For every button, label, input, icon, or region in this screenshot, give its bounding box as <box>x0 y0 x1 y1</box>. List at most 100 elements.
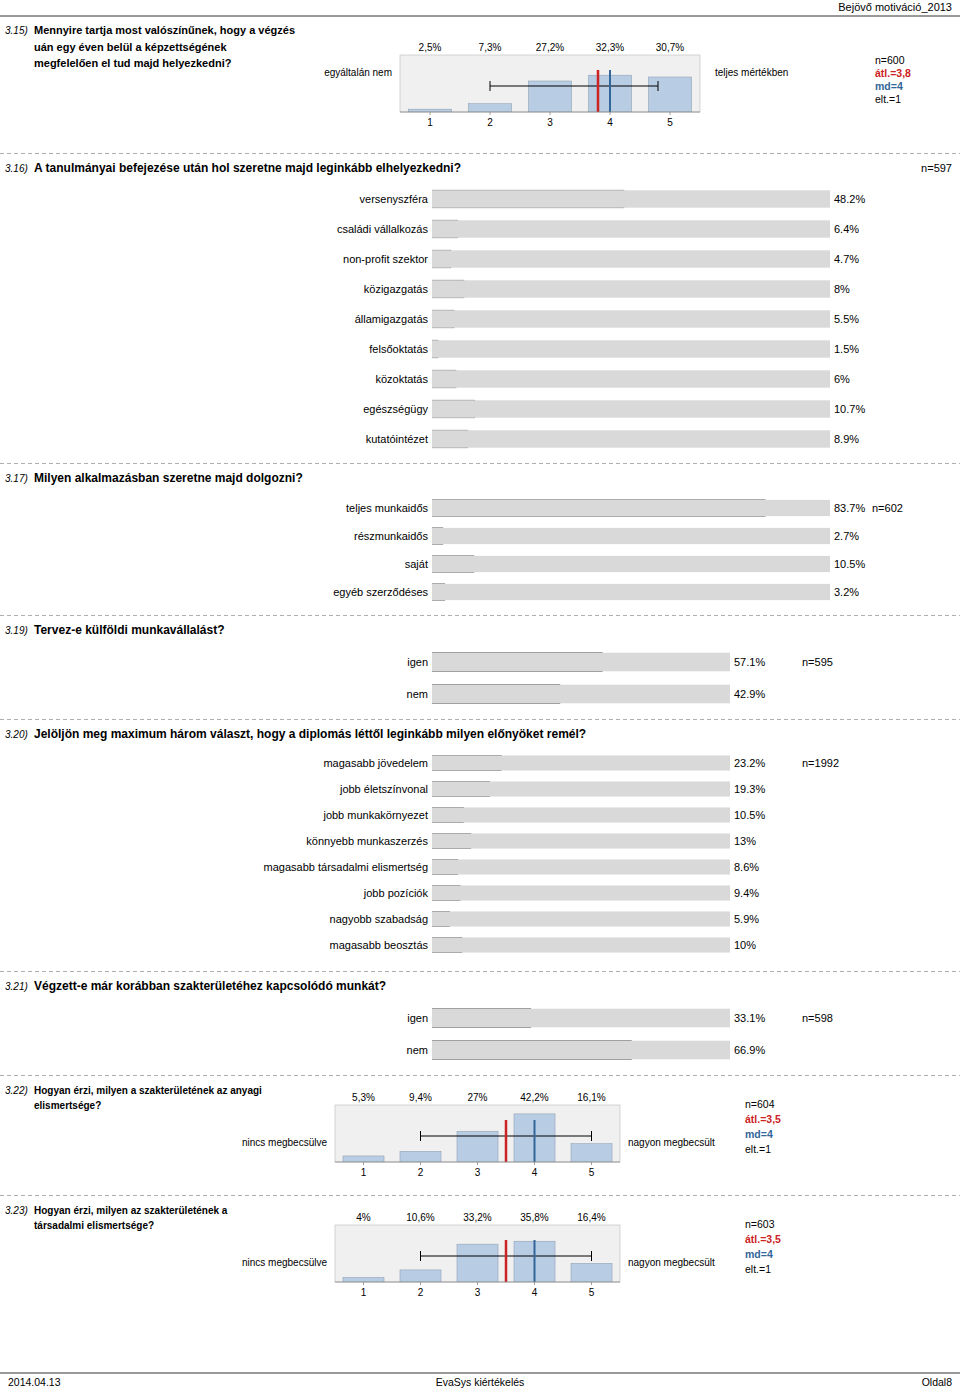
question-number: 3.19) <box>5 625 28 636</box>
stat-sd: elt.=1 <box>745 1263 771 1275</box>
tick <box>490 112 491 115</box>
category-label: könnyebb munkaszerzés <box>306 835 428 847</box>
data-label: 33.1% <box>734 1012 765 1024</box>
bar-track <box>432 556 830 572</box>
separator <box>0 1195 960 1196</box>
category-label: non-profit szektor <box>343 253 428 265</box>
tick-label: 2 <box>418 1167 424 1178</box>
data-label: 5,3% <box>352 1092 375 1103</box>
tick-label: 5 <box>589 1167 595 1178</box>
plot-frame <box>400 55 700 112</box>
data-label: 13% <box>734 835 756 847</box>
stat-median: md=4 <box>745 1128 773 1140</box>
data-label: 8% <box>834 283 850 295</box>
data-label: 42,2% <box>520 1092 548 1103</box>
bar-track <box>432 1009 730 1028</box>
hbar-chart: 3.17)Milyen alkalmazásban szeretne majd … <box>5 471 903 600</box>
data-label: 48.2% <box>834 193 865 205</box>
data-label: 5.5% <box>834 313 859 325</box>
question: Milyen alkalmazásban szeretne majd dolgo… <box>34 471 303 485</box>
question: Hogyan érzi, milyen az szakterületének a… <box>34 1205 228 1231</box>
category-label: jobb munkakörnyezet <box>322 809 428 821</box>
data-label: 2,5% <box>419 42 442 53</box>
question: Mennyire tartja most valószínűnek, hogy … <box>34 24 295 69</box>
bar-track <box>432 584 830 600</box>
bar-track <box>432 400 830 417</box>
stat-sd: elt.=1 <box>875 93 901 105</box>
n-label: n=602 <box>872 502 903 514</box>
data-label: 10.7% <box>834 403 865 415</box>
bar-track <box>432 885 730 900</box>
error-bar-cap <box>591 1131 592 1141</box>
separator <box>0 971 960 972</box>
likert-chart: 3.22) Hogyan érzi, milyen a szakterületén… <box>5 1085 781 1178</box>
question: A tanulmányai befejezése után hol szeret… <box>34 161 461 175</box>
data-label: 42.9% <box>734 688 765 700</box>
category-label: saját <box>405 558 428 570</box>
data-label: 4.7% <box>834 253 859 265</box>
data-label: 3.2% <box>834 586 859 598</box>
stat-n: n=604 <box>745 1098 775 1110</box>
text-line: megfelelően el tud majd helyezkedni? <box>34 57 232 69</box>
text-line: Hogyan érzi, milyen a szakterületének az… <box>34 1085 262 1096</box>
hbar-chart: 3.16)A tanulmányai befejezése után hol s… <box>5 161 952 448</box>
bar <box>571 1263 612 1282</box>
category-label: jobb pozíciók <box>363 887 429 899</box>
bar <box>400 1151 441 1162</box>
category-label: nem <box>407 688 428 700</box>
footer-left: 2014.04.13 <box>8 1376 61 1388</box>
data-label: 19.3% <box>734 783 765 795</box>
tick <box>430 112 431 115</box>
data-label: 6.4% <box>834 223 859 235</box>
data-label: 57.1% <box>734 656 765 668</box>
bar <box>343 1277 384 1282</box>
category-label: jobb életszínvonal <box>339 783 428 795</box>
question-number: 3.20) <box>5 729 28 740</box>
bar <box>343 1156 384 1162</box>
data-label: 1.5% <box>834 343 859 355</box>
category-label: magasabb beosztás <box>330 939 429 951</box>
error-bar-cap <box>658 81 659 91</box>
separator <box>0 615 960 616</box>
text-line: uán egy éven belül a képzettségének <box>34 41 227 53</box>
category-label: teljes munkaidős <box>346 502 428 514</box>
footer-rule <box>0 1373 960 1374</box>
bar-track <box>432 937 730 952</box>
bar-track <box>432 280 830 297</box>
category-label: nem <box>407 1044 428 1056</box>
error-bar <box>490 86 658 87</box>
stat-median: md=4 <box>875 80 903 92</box>
bar-track <box>432 370 830 387</box>
bar-track <box>432 859 730 874</box>
tick-label: 1 <box>361 1167 367 1178</box>
question-number: 3.15) <box>5 25 28 36</box>
bar-track <box>432 685 730 704</box>
error-bar-cap <box>420 1251 421 1261</box>
data-label: 8.6% <box>734 861 759 873</box>
bar-track <box>432 833 730 848</box>
hbar-chart: 3.20)Jelöljön meg maximum három választ,… <box>5 727 839 953</box>
error-bar-cap <box>591 1251 592 1261</box>
mean-line <box>597 70 600 112</box>
header-title: Bejövő motiváció_2013 <box>838 1 952 13</box>
question-number: 3.23) <box>5 1205 28 1216</box>
bar-track <box>432 310 830 327</box>
scale-left-label: nincs megbecsülve <box>242 1137 327 1148</box>
bar-track <box>432 430 830 447</box>
category-label: magasabb jövedelem <box>323 757 428 769</box>
question: Tervez-e külföldi munkavállalást? <box>34 623 225 637</box>
data-label: 33,2% <box>463 1212 491 1223</box>
category-label: közoktatás <box>375 373 428 385</box>
bar-track <box>432 528 830 544</box>
data-label: 8.9% <box>834 433 859 445</box>
scale-right-label: nagyon megbecsült <box>628 1137 715 1148</box>
data-label: 30,7% <box>656 42 684 53</box>
bar-track <box>432 807 730 822</box>
stat-sd: elt.=1 <box>745 1143 771 1155</box>
question-number: 3.22) <box>5 1085 28 1096</box>
header-rule <box>0 16 960 17</box>
tick <box>550 112 551 115</box>
category-label: versenyszféra <box>360 193 429 205</box>
tick-label: 4 <box>532 1167 538 1178</box>
data-label: 10,6% <box>406 1212 434 1223</box>
